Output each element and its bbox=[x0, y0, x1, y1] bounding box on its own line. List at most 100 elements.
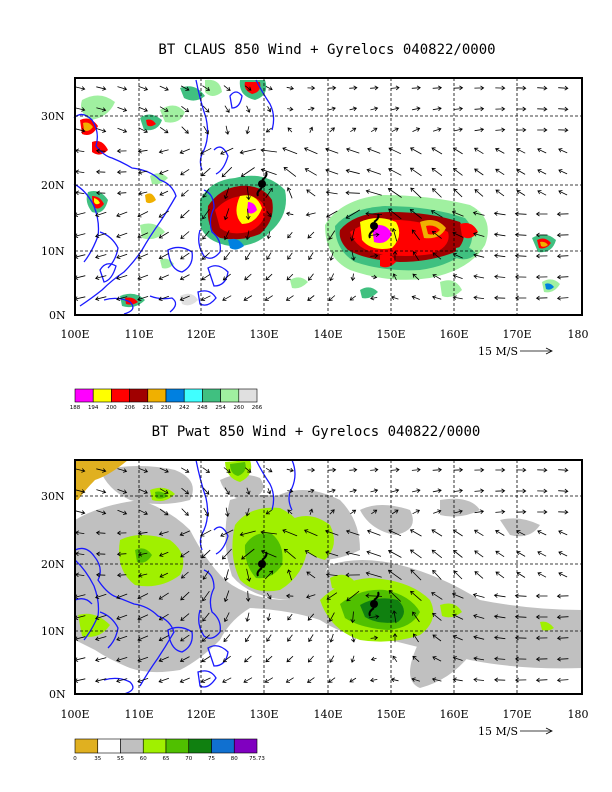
wind-arrow bbox=[95, 190, 106, 196]
colorbar-label: 75 bbox=[208, 756, 215, 762]
wind-arrow bbox=[473, 677, 485, 683]
coastlines-panel-2 bbox=[74, 459, 296, 695]
wind-arrow bbox=[181, 508, 189, 516]
wind-arrow bbox=[345, 168, 360, 175]
wind-arrow bbox=[116, 232, 128, 239]
wind-arrow bbox=[474, 571, 484, 579]
wind-arrow bbox=[96, 510, 107, 515]
x-tick: 110E bbox=[124, 708, 153, 721]
wind-arrow bbox=[117, 509, 128, 515]
wind-arrow bbox=[558, 530, 568, 536]
wind-arrow bbox=[203, 125, 209, 135]
panel-pwat: BT Pwat 850 Wind + Gyrelocs 040822/0000 bbox=[41, 424, 589, 762]
colorbar-label: 254 bbox=[215, 405, 226, 411]
wind-arrow bbox=[495, 106, 506, 112]
typhoon-symbol bbox=[368, 213, 380, 239]
wind-arrow bbox=[244, 273, 252, 281]
wind-arrow bbox=[306, 571, 316, 579]
wind-arrow bbox=[243, 295, 253, 301]
wind-arrow bbox=[472, 211, 485, 216]
wind-arrow bbox=[516, 572, 526, 578]
wind-arrow bbox=[514, 677, 527, 683]
wind-arrow bbox=[412, 106, 421, 112]
wind-arrow bbox=[94, 636, 107, 641]
typhoon-symbol bbox=[368, 591, 380, 617]
wind-arrow bbox=[514, 295, 527, 301]
wind-arrow bbox=[474, 189, 484, 197]
wind-arrow bbox=[264, 295, 273, 301]
wind-arrow bbox=[388, 167, 402, 176]
wind-arrow bbox=[243, 677, 253, 683]
wind-arrow bbox=[307, 231, 315, 239]
wind-arrow bbox=[180, 252, 190, 260]
wind-arrow bbox=[474, 550, 484, 558]
wind-arrow bbox=[96, 86, 107, 91]
wind-arrow bbox=[117, 127, 128, 133]
coastlines-panel-1 bbox=[73, 79, 275, 315]
colorbar-label: 266 bbox=[252, 405, 263, 411]
wind-arrow bbox=[158, 677, 170, 683]
wind-arrow bbox=[116, 678, 128, 683]
wind-arrow bbox=[474, 467, 485, 473]
wind-arrow bbox=[370, 85, 379, 91]
wind-arrow bbox=[159, 85, 169, 91]
wind-arrow bbox=[158, 149, 169, 154]
wind-arrow bbox=[452, 656, 463, 661]
wind-arrow bbox=[370, 253, 379, 259]
wind-arrow bbox=[516, 85, 527, 91]
wind-arrow bbox=[473, 253, 485, 258]
wind-arrow bbox=[239, 148, 256, 155]
wind-arrow bbox=[223, 569, 229, 582]
wind-arrow bbox=[328, 85, 337, 91]
gridlines-panel-2 bbox=[75, 460, 582, 694]
wind-arrow bbox=[222, 655, 231, 663]
wind-arrow bbox=[409, 529, 422, 537]
wind-arrow bbox=[537, 530, 547, 536]
wind-arrow bbox=[409, 549, 422, 559]
wind-arrow bbox=[431, 147, 443, 155]
wind-arrow bbox=[203, 507, 209, 517]
wind-arrow bbox=[75, 489, 86, 494]
colorbar-swatch bbox=[165, 388, 185, 403]
wind-arrow bbox=[558, 467, 569, 473]
wind-arrow bbox=[137, 656, 149, 663]
wind-arrow bbox=[137, 253, 149, 260]
wind-arrow bbox=[220, 529, 234, 537]
wind-arrow bbox=[537, 467, 548, 473]
colorbar-swatch bbox=[129, 388, 149, 403]
wind-arrow bbox=[390, 677, 399, 683]
wind-arrow bbox=[179, 274, 190, 281]
wind-arrow bbox=[474, 488, 485, 494]
wind-arrow bbox=[283, 166, 297, 177]
wind-arrow bbox=[495, 127, 506, 133]
wind-arrow bbox=[328, 488, 336, 494]
colorbar-swatch bbox=[92, 388, 112, 403]
wind-arrow bbox=[328, 295, 336, 301]
wind-arrow bbox=[453, 85, 464, 91]
wind-arrow bbox=[392, 633, 398, 643]
wind-arrow bbox=[453, 188, 463, 198]
wind-arrow bbox=[431, 188, 442, 198]
wind-arrow bbox=[495, 550, 505, 558]
wind-arrow bbox=[266, 252, 272, 261]
wind-arrow bbox=[411, 229, 421, 241]
colorbar-swatch bbox=[202, 388, 221, 403]
wind-arrow bbox=[95, 572, 106, 578]
wind-arrow bbox=[390, 85, 400, 91]
wind-arrow bbox=[537, 488, 548, 494]
colorbar-label: 75.73 bbox=[249, 756, 265, 762]
wind-arrow bbox=[138, 509, 148, 515]
wind-arrow bbox=[158, 656, 169, 663]
wind-arrow bbox=[452, 529, 463, 537]
wind-arrow bbox=[286, 273, 294, 281]
wind-arrow bbox=[159, 190, 169, 196]
ref-vector-label: 15 M/S bbox=[478, 345, 518, 358]
wind-arrow bbox=[73, 254, 86, 259]
wind-arrow bbox=[493, 211, 506, 216]
wind-arrow bbox=[96, 107, 107, 112]
wind-arrow bbox=[411, 467, 421, 473]
wind-arrow bbox=[431, 677, 442, 682]
wind-arrow bbox=[245, 208, 251, 221]
x-tick: 150E bbox=[376, 328, 405, 341]
wind-arrow bbox=[516, 127, 527, 133]
